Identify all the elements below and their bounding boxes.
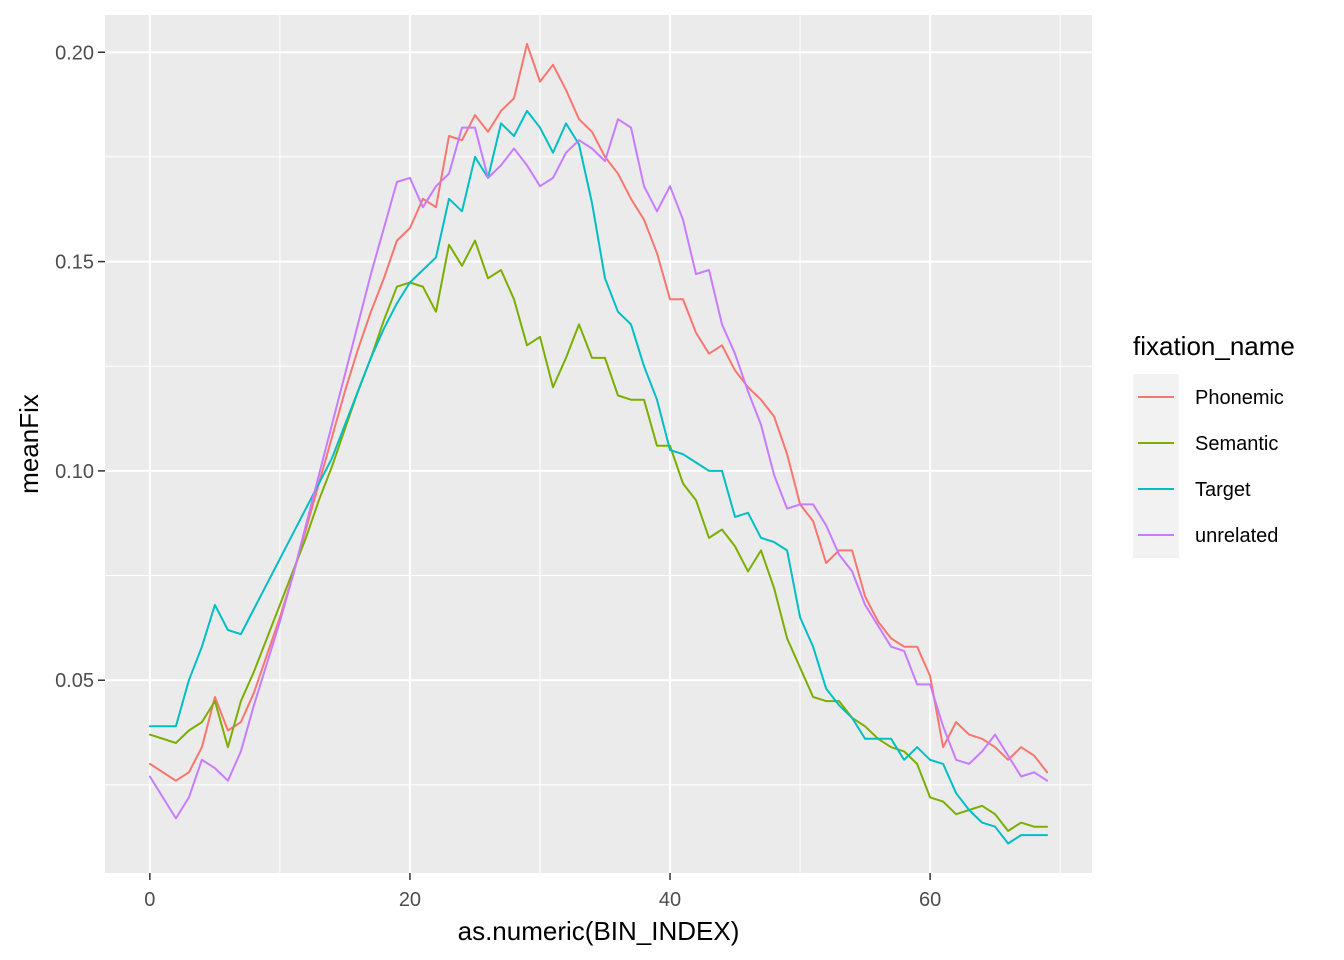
y-tick-label: 0.20 — [55, 42, 94, 64]
y-axis-title: meanFix — [14, 394, 44, 494]
x-tick-label: 40 — [659, 889, 681, 911]
series-line-semantic — [148, 239, 1049, 832]
series-line-target — [148, 109, 1049, 845]
series-lines — [148, 42, 1049, 845]
series-line-unrelated — [148, 118, 1049, 820]
y-tick-label: 0.15 — [55, 252, 94, 274]
legend-title: fixation_name — [1133, 331, 1295, 361]
legend-keys: Phonemic Semantic Target unrelated — [1133, 374, 1284, 558]
x-tick-label: 0 — [144, 889, 155, 911]
legend-label-semantic: Semantic — [1195, 433, 1278, 455]
legend-label-target: Target — [1195, 479, 1251, 501]
y-axis-ticks: 0.05 0.10 0.15 0.20 — [55, 42, 105, 692]
x-tick-label: 60 — [919, 889, 941, 911]
legend: fixation_name Phonemic Semantic Target unre… — [1133, 331, 1295, 558]
legend-label-phonemic: Phonemic — [1195, 387, 1284, 409]
x-tick-label: 20 — [399, 889, 421, 911]
series-line-phonemic — [148, 42, 1049, 782]
plot-panel — [105, 15, 1092, 873]
x-axis-ticks: 0 20 40 60 — [144, 873, 941, 911]
grid-lines — [105, 15, 1092, 873]
y-tick-label: 0.05 — [55, 670, 94, 692]
y-tick-label: 0.10 — [55, 461, 94, 483]
x-axis-title: as.numeric(BIN_INDEX) — [458, 916, 740, 946]
legend-label-unrelated: unrelated — [1195, 525, 1278, 547]
